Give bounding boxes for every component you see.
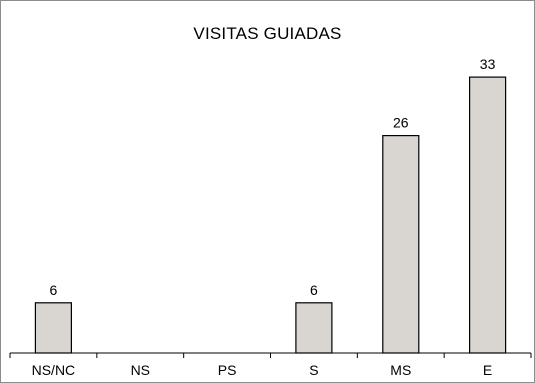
bars-group [34, 76, 507, 354]
bar-e [469, 76, 507, 354]
category-label: PS [218, 362, 237, 378]
data-label: 6 [50, 282, 58, 298]
data-label: 26 [393, 115, 409, 131]
data-label: 6 [310, 282, 318, 298]
x-axis-ticks [9, 353, 532, 358]
category-label: E [483, 362, 492, 378]
data-label: 33 [480, 56, 496, 72]
category-label: MS [390, 362, 411, 378]
data-labels-group: 6 6 26 33 [50, 56, 496, 298]
category-label: NS [131, 362, 150, 378]
category-label: S [309, 362, 318, 378]
bar-s [295, 302, 333, 354]
category-labels-group: NS/NC NS PS S MS E [32, 362, 493, 378]
bar-ns-nc [34, 302, 73, 354]
chart-title: VISITAS GUIADAS [193, 24, 342, 43]
category-label: NS/NC [32, 362, 76, 378]
bar-ms [382, 135, 420, 354]
